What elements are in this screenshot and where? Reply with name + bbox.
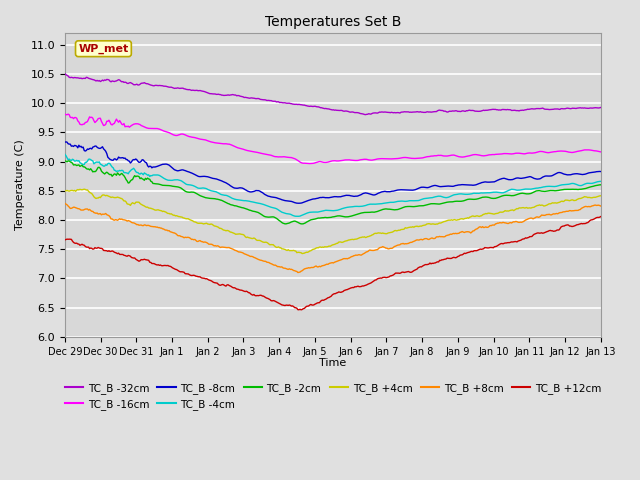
Legend: TC_B -32cm, TC_B -16cm, TC_B -8cm, TC_B -4cm, TC_B -2cm, TC_B +4cm, TC_B +8cm, T: TC_B -32cm, TC_B -16cm, TC_B -8cm, TC_B … (61, 379, 605, 414)
Title: Temperatures Set B: Temperatures Set B (264, 15, 401, 29)
Y-axis label: Temperature (C): Temperature (C) (15, 140, 25, 230)
X-axis label: Time: Time (319, 358, 346, 368)
Text: WP_met: WP_met (78, 44, 129, 54)
